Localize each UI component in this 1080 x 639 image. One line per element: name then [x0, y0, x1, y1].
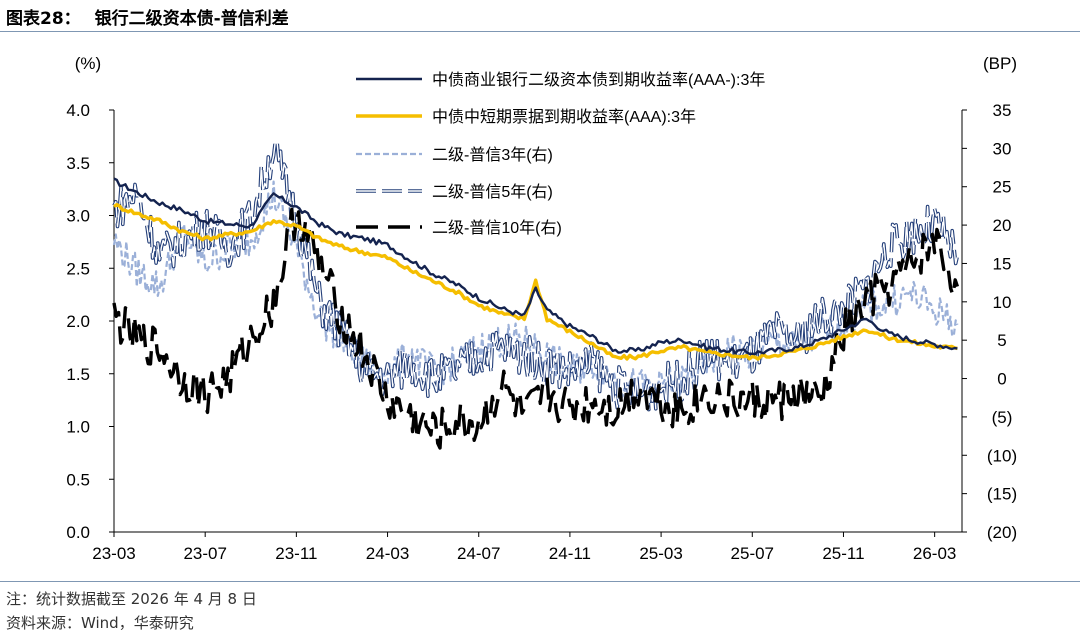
footer-rule — [0, 581, 1080, 582]
figure-caption: 银行二级资本债-普信利差 — [94, 9, 289, 29]
left-tick-label: 3.0 — [66, 207, 90, 226]
series-line-3 — [112, 180, 959, 405]
right-tick-label: 25 — [993, 178, 1012, 197]
series-line-1 — [113, 177, 958, 356]
left-tick-label: 4.0 — [66, 101, 90, 120]
x-tick-label: 25-03 — [639, 544, 682, 563]
series-line-5 — [112, 207, 960, 450]
right-tick-label: 30 — [993, 139, 1012, 158]
left-tick-label: 2.5 — [66, 259, 90, 278]
left-tick-label: 0.0 — [66, 523, 90, 542]
left-tick-label: 0.5 — [66, 470, 90, 489]
x-tick-label: 25-11 — [822, 544, 864, 563]
right-tick-label: 15 — [993, 254, 1012, 273]
x-tick-label: 25-07 — [731, 544, 774, 563]
source-note: 资料来源：Wind，华泰研究 — [6, 614, 194, 632]
x-tick-label: 23-07 — [183, 544, 226, 563]
right-axis-unit: (BP) — [983, 54, 1017, 73]
x-tick-label: 24-07 — [457, 544, 500, 563]
chart-axes: 0.0 0.5 1.0 1.5 2.0 2.5 3.0 3.5 4.0 (20) (15) (10) (… — [66, 54, 1017, 563]
legend-label-5: 二级-普信10年(右) — [432, 219, 562, 237]
series-line-4-inner — [113, 140, 959, 411]
right-tick-label: (10) — [987, 446, 1017, 465]
left-tick-label: 1.5 — [66, 365, 90, 384]
left-tick-label: 3.5 — [66, 154, 90, 173]
chart: 0.0 0.5 1.0 1.5 2.0 2.5 3.0 3.5 4.0 (20) (15) (10) (… — [66, 54, 1017, 563]
x-tick-label: 23-11 — [275, 544, 317, 563]
series-line-2 — [113, 202, 958, 361]
x-tick-label: 24-03 — [366, 544, 409, 563]
footnote: 注：统计数据截至 2026 年 4 月 8 日 — [6, 590, 257, 608]
right-tick-label: (20) — [987, 523, 1017, 542]
right-tick-label: 5 — [997, 331, 1006, 350]
legend-label-1: 中债商业银行二级资本债到期收益率(AAA-):3年 — [432, 71, 765, 89]
right-tick-label: 10 — [993, 293, 1012, 312]
right-tick-label: 35 — [993, 101, 1012, 120]
right-tick-label: (15) — [987, 485, 1017, 504]
figure-title: 图表28： 银行二级资本债-普信利差 — [6, 4, 289, 29]
right-tick-label: 20 — [993, 216, 1012, 235]
left-tick-label: 2.0 — [66, 312, 90, 331]
chart-legend: 中债商业银行二级资本债到期收益率(AAA-):3年中债中短期票据到期收益率(AA… — [356, 71, 765, 237]
right-tick-label: (5) — [992, 408, 1013, 427]
right-tick-label: 0 — [997, 370, 1006, 389]
figure-label: 图表28： — [6, 9, 81, 29]
legend-label-2: 中债中短期票据到期收益率(AAA):3年 — [432, 108, 696, 126]
legend-label-4: 二级-普信5年(右) — [432, 183, 553, 201]
x-tick-label: 23-03 — [92, 544, 135, 563]
left-axis-unit: (%) — [75, 54, 101, 73]
x-tick-label: 24-11 — [549, 544, 591, 563]
title-rule — [0, 31, 1080, 32]
x-tick-label: 26-03 — [913, 544, 956, 563]
chart-series — [112, 139, 960, 450]
legend-label-3: 二级-普信3年(右) — [432, 146, 553, 164]
left-tick-label: 1.0 — [66, 418, 90, 437]
